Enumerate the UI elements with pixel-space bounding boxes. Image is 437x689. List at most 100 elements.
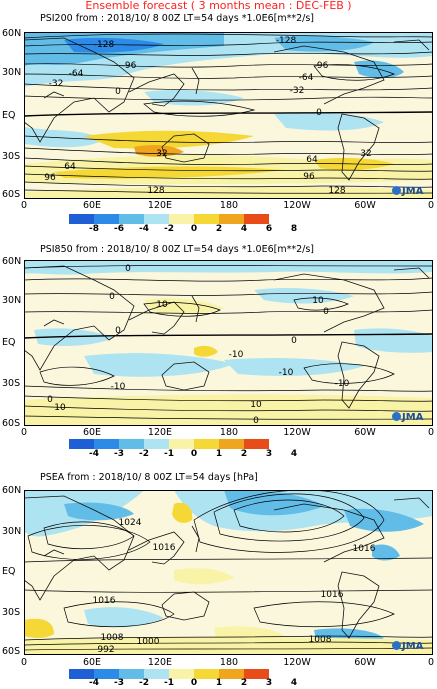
- contour-label: 96: [303, 172, 315, 182]
- lon-label: 60E: [82, 657, 102, 668]
- psi200-map: -128 -128 -96 -96 -64 -64 -32 -32 0 0 32…: [24, 32, 433, 199]
- panel-psi850: PSI850 from : 2018/10/ 8 00Z LT=54 days …: [0, 242, 437, 460]
- lon-label: 180: [219, 200, 239, 211]
- contour-label: 10: [54, 403, 66, 413]
- lon-label: 180: [219, 657, 239, 668]
- lat-label: 30S: [2, 607, 21, 618]
- colorbar: [69, 439, 269, 449]
- lat-label: 60N: [2, 485, 22, 496]
- lon-label: 120E: [147, 200, 173, 211]
- contour-label: 32: [360, 149, 371, 159]
- psi850-map: 0 0 0 0 0 10 10 -10 -10 -10 -10 0 10 10 …: [24, 260, 433, 426]
- panel-title: PSI200 from : 2018/10/ 8 00Z LT=54 days …: [40, 13, 314, 24]
- contour-label: 1008: [101, 633, 124, 643]
- contour-label: 0: [253, 416, 259, 426]
- contour-label: 128: [147, 186, 164, 196]
- contour-label: -10: [335, 379, 350, 389]
- contour-label: 0: [291, 336, 297, 346]
- colorbar-tick: 6: [265, 224, 273, 234]
- contour-label: 1016: [353, 544, 376, 554]
- lon-label: 0: [427, 200, 435, 211]
- colorbar-tick: 2: [240, 449, 248, 459]
- contour-label: -10: [279, 368, 294, 378]
- lat-label: 60S: [2, 189, 21, 200]
- contour-label: 0: [125, 264, 131, 274]
- contour-label: -96: [122, 61, 137, 71]
- lon-label: 60W: [354, 427, 376, 438]
- lon-label: 0: [20, 427, 28, 438]
- colorbar-tick: -4: [89, 449, 99, 459]
- lon-label: 0: [427, 427, 435, 438]
- lon-label: 0: [20, 657, 28, 668]
- panel-psi200: PSI200 from : 2018/10/ 8 00Z LT=54 days …: [0, 12, 437, 234]
- lon-label: 120E: [147, 657, 173, 668]
- colorbar-tick: -2: [139, 449, 149, 459]
- contour-label: 64: [306, 155, 318, 165]
- colorbar-tick: 0: [190, 224, 198, 234]
- lon-label: 60W: [354, 200, 376, 211]
- colorbar-tick: -2: [164, 224, 174, 234]
- contour-label: 10: [156, 300, 168, 310]
- colorbar-tick: 4: [240, 224, 248, 234]
- contour-label: 1024: [119, 518, 142, 528]
- contour-label: 1016: [153, 543, 176, 553]
- colorbar-tick: 1: [215, 678, 223, 688]
- lon-label: 120E: [147, 427, 173, 438]
- contour-label: -32: [49, 79, 64, 89]
- colorbar-tick: -4: [89, 678, 99, 688]
- lat-label: 60N: [2, 256, 22, 267]
- contour-label: -32: [290, 86, 305, 96]
- lon-label: 120W: [283, 657, 311, 668]
- contour-label: 0: [109, 292, 115, 302]
- contour-label: 0: [323, 307, 329, 317]
- panel-psea: PSEA from : 2018/10/ 8 00Z LT=54 days [h…: [0, 470, 437, 689]
- contour-label: 1016: [321, 590, 344, 600]
- contour-label: -128: [94, 40, 115, 50]
- lat-label: EQ: [2, 337, 16, 348]
- contour-label: 0: [47, 395, 53, 405]
- lat-label: EQ: [2, 110, 16, 121]
- contour-label: 0: [115, 87, 121, 97]
- colorbar-tick: -3: [114, 449, 124, 459]
- panel-title: PSI850 from : 2018/10/ 8 00Z LT=54 days …: [40, 244, 314, 255]
- contour-label: 10: [250, 400, 262, 410]
- psea-map: 1024 1016 1016 1016 1016 1008 1000 992 1…: [24, 490, 433, 655]
- lat-label: 30S: [2, 378, 21, 389]
- colorbar-tick: 8: [290, 224, 298, 234]
- contour-label: 64: [64, 162, 76, 172]
- lon-label: 60E: [82, 427, 102, 438]
- colorbar-tick: -1: [164, 449, 174, 459]
- lat-label: 30N: [2, 526, 22, 537]
- contour-label: 0: [316, 108, 322, 118]
- colorbar-tick: 1: [215, 449, 223, 459]
- contour-label: 32: [156, 149, 167, 159]
- lon-label: 60W: [354, 657, 376, 668]
- colorbar-tick: -8: [89, 224, 99, 234]
- contour-label: -10: [229, 350, 244, 360]
- contour-label: -64: [299, 73, 314, 83]
- contour-label: 96: [44, 173, 56, 183]
- lat-label: 30S: [2, 151, 21, 162]
- panel-title: PSEA from : 2018/10/ 8 00Z LT=54 days [h…: [40, 472, 258, 483]
- lat-label: EQ: [2, 566, 16, 577]
- colorbar-tick: -4: [139, 224, 149, 234]
- colorbar-tick: 3: [265, 449, 273, 459]
- contour-label: 992: [97, 645, 114, 655]
- colorbar-tick: 0: [190, 678, 198, 688]
- colorbar-tick: 2: [215, 224, 223, 234]
- lon-label: 60E: [82, 200, 102, 211]
- lon-label: 180: [219, 427, 239, 438]
- lat-label: 30N: [2, 67, 22, 78]
- colorbar: [69, 214, 269, 224]
- colorbar-tick: 2: [240, 678, 248, 688]
- lon-label: 120W: [283, 200, 311, 211]
- contour-label: -128: [276, 36, 297, 46]
- contour-label: 0: [115, 326, 121, 336]
- jma-logo-icon: [392, 186, 401, 195]
- contour-label: -10: [111, 382, 126, 392]
- lon-label: 0: [20, 200, 28, 211]
- lon-label: 120W: [283, 427, 311, 438]
- colorbar-tick: 4: [290, 678, 298, 688]
- colorbar-tick: -2: [139, 678, 149, 688]
- lat-label: 60S: [2, 418, 21, 429]
